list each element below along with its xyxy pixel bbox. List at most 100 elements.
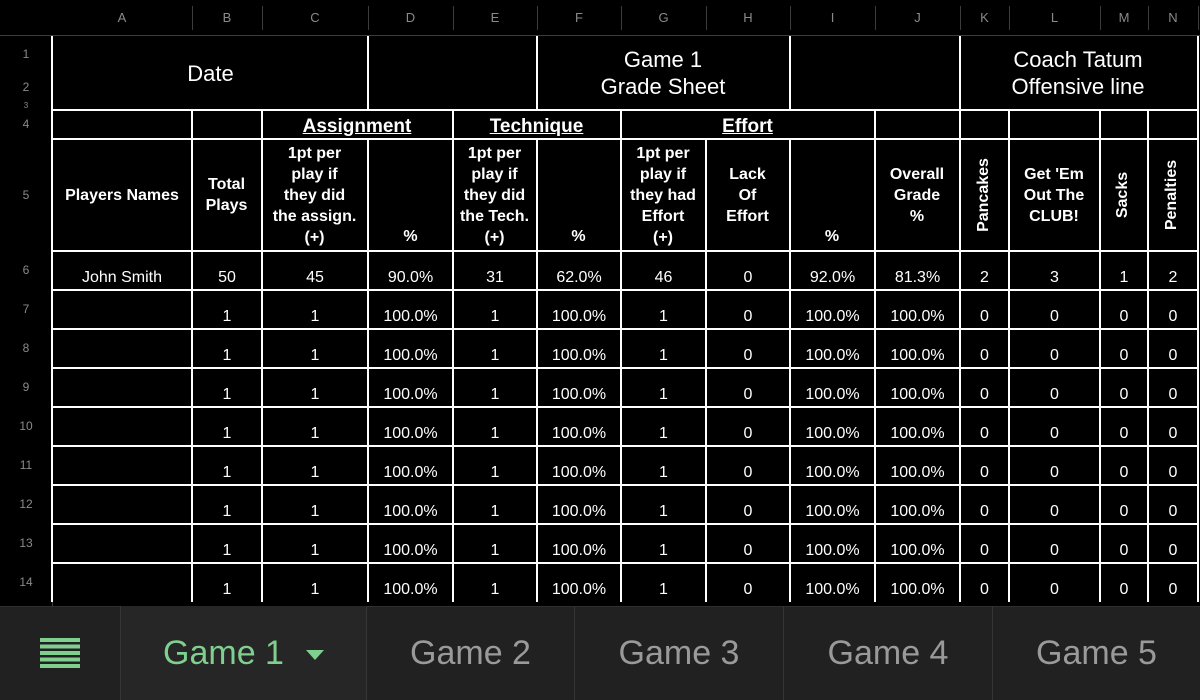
player-name-cell[interactable] xyxy=(53,564,191,601)
row-header-9[interactable]: 9 xyxy=(22,380,30,394)
data-cell[interactable]: 0 xyxy=(1168,464,1178,481)
data-cell[interactable]: 100.0% xyxy=(890,464,945,481)
data-cell[interactable]: 100.0% xyxy=(890,386,945,403)
header-penalties[interactable]: Penalties xyxy=(1148,140,1196,250)
date-value-cell[interactable] xyxy=(369,37,536,109)
header-effort-points[interactable]: 1pt per play if they had Effort (+) xyxy=(621,140,705,250)
column-header-j[interactable]: J xyxy=(914,10,921,25)
header-effort-pct[interactable]: % xyxy=(790,140,874,250)
row-header-12[interactable]: 12 xyxy=(19,497,33,511)
column-header-d[interactable]: D xyxy=(405,10,416,25)
data-cell[interactable]: 100.0% xyxy=(383,503,438,520)
row-header-13[interactable]: 13 xyxy=(19,536,33,550)
player-name-cell[interactable] xyxy=(53,291,191,328)
data-cell[interactable]: 100.0% xyxy=(805,542,860,559)
data-cell[interactable]: 0 xyxy=(1119,347,1129,364)
all-sheets-button[interactable] xyxy=(0,606,120,700)
data-cell[interactable]: 1 xyxy=(490,581,500,598)
data-cell[interactable]: 1 xyxy=(222,347,232,364)
group-technique[interactable]: Technique xyxy=(453,111,620,138)
group-assignment[interactable]: Assignment xyxy=(262,111,452,138)
row-header-6[interactable]: 6 xyxy=(22,263,30,277)
player-name-cell[interactable] xyxy=(53,447,191,484)
data-cell[interactable]: 0 xyxy=(1168,347,1178,364)
date-label-cell[interactable]: Date xyxy=(53,37,368,109)
header-sacks[interactable]: Sacks xyxy=(1100,140,1147,250)
header-get-em-out[interactable]: Get 'Em Out The CLUB! xyxy=(1009,140,1099,250)
data-cell[interactable]: 100.0% xyxy=(551,464,607,481)
data-cell[interactable]: 3 xyxy=(1050,269,1059,286)
data-cell[interactable]: 100.0% xyxy=(551,542,607,559)
data-cell[interactable]: 81.3% xyxy=(894,269,941,286)
data-cell[interactable]: 0 xyxy=(743,347,753,364)
row-header-11[interactable]: 11 xyxy=(19,458,33,472)
header-overall-grade[interactable]: Overall Grade% xyxy=(875,140,959,250)
data-cell[interactable]: 1 xyxy=(659,464,668,481)
data-cell[interactable]: 100.0% xyxy=(383,308,438,325)
data-cell[interactable]: 100.0% xyxy=(383,464,438,481)
header-pancakes[interactable]: Pancakes xyxy=(960,140,1008,250)
data-cell[interactable]: 100.0% xyxy=(551,308,607,325)
player-name-cell[interactable] xyxy=(53,330,191,367)
data-cell[interactable]: 100.0% xyxy=(890,425,945,442)
player-name-cell[interactable] xyxy=(53,525,191,562)
data-cell[interactable]: 1 xyxy=(490,542,500,559)
data-cell[interactable]: 1 xyxy=(659,425,668,442)
data-cell[interactable]: 0 xyxy=(980,347,989,364)
data-cell[interactable]: 100.0% xyxy=(551,425,607,442)
data-cell[interactable]: 100.0% xyxy=(890,581,945,598)
data-cell[interactable]: 0 xyxy=(1050,347,1059,364)
header-players-names[interactable]: Players Names xyxy=(53,140,191,250)
data-cell[interactable]: 0 xyxy=(1050,581,1059,598)
data-cell[interactable]: 1 xyxy=(310,347,320,364)
data-cell[interactable]: 0 xyxy=(1050,308,1059,325)
column-header-l[interactable]: L xyxy=(1050,10,1059,25)
data-cell[interactable]: 100.0% xyxy=(805,386,860,403)
data-cell[interactable]: 100.0% xyxy=(383,425,438,442)
player-name-cell[interactable] xyxy=(53,408,191,445)
data-cell[interactable]: 0 xyxy=(1119,542,1129,559)
data-cell[interactable]: 0 xyxy=(1119,386,1129,403)
row-header-4[interactable]: 4 xyxy=(22,117,30,131)
data-cell[interactable]: 1 xyxy=(659,581,668,598)
data-cell[interactable]: 1 xyxy=(222,542,232,559)
data-cell[interactable]: 100.0% xyxy=(805,347,860,364)
data-cell[interactable]: 0 xyxy=(743,269,753,286)
data-cell[interactable]: 100.0% xyxy=(551,386,607,403)
tab-game-1[interactable]: Game 1 xyxy=(120,606,366,700)
data-cell[interactable]: 0 xyxy=(1050,425,1059,442)
data-cell[interactable]: 0 xyxy=(980,464,989,481)
column-header-f[interactable]: F xyxy=(575,10,583,25)
data-cell[interactable]: 1 xyxy=(659,386,668,403)
data-cell[interactable]: 1 xyxy=(310,581,320,598)
blank-title-cell[interactable] xyxy=(790,37,959,109)
data-cell[interactable]: 1 xyxy=(659,503,668,520)
row-header-10[interactable]: 10 xyxy=(19,419,33,433)
data-cell[interactable]: 100.0% xyxy=(890,503,945,520)
data-cell[interactable]: 1 xyxy=(490,425,500,442)
data-cell[interactable]: 0 xyxy=(743,542,753,559)
data-cell[interactable]: 100.0% xyxy=(805,503,860,520)
data-cell[interactable]: 1 xyxy=(490,347,500,364)
data-cell[interactable]: 0 xyxy=(743,464,753,481)
data-cell[interactable]: 0 xyxy=(1168,542,1178,559)
header-assignment-pct[interactable]: % xyxy=(369,140,452,250)
data-cell[interactable]: 100.0% xyxy=(551,347,607,364)
data-cell[interactable]: 0 xyxy=(1050,464,1059,481)
data-cell[interactable]: 0 xyxy=(1119,308,1129,325)
data-cell[interactable]: 0 xyxy=(1119,425,1129,442)
data-cell[interactable]: 0 xyxy=(1168,386,1178,403)
data-cell[interactable]: 1 xyxy=(222,581,232,598)
column-header-c[interactable]: C xyxy=(310,10,320,25)
tab-game-5[interactable]: Game 5 xyxy=(992,606,1200,700)
row-header-8[interactable]: 8 xyxy=(22,341,30,355)
data-cell[interactable]: 100.0% xyxy=(805,425,860,442)
game-title-cell[interactable]: Game 1 Grade Sheet xyxy=(537,37,789,109)
data-cell[interactable]: 90.0% xyxy=(387,269,434,286)
data-cell[interactable]: 100.0% xyxy=(551,581,607,598)
data-cell[interactable]: 2 xyxy=(980,269,989,286)
coach-cell[interactable]: Coach Tatum Offensive line xyxy=(960,37,1196,109)
data-cell[interactable]: 100.0% xyxy=(890,542,945,559)
column-header-h[interactable]: H xyxy=(743,10,753,25)
data-cell[interactable]: 0 xyxy=(1168,581,1178,598)
